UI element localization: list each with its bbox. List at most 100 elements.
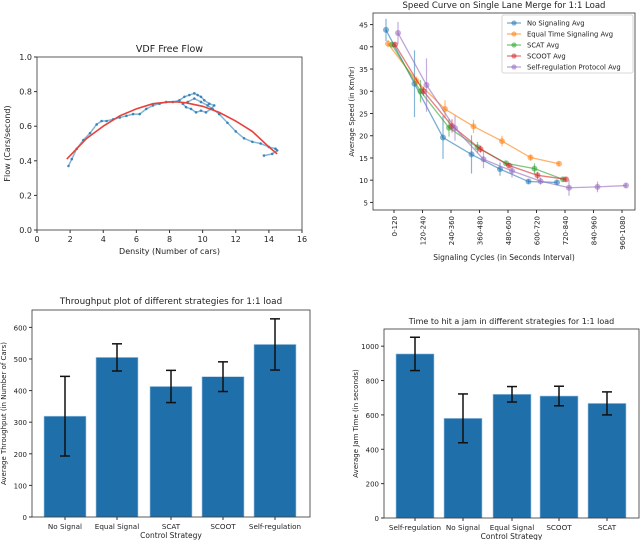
x-tick-label: 10 (198, 235, 208, 244)
scatter-point (206, 104, 209, 107)
scatter-point (259, 142, 262, 145)
scatter-point (193, 97, 196, 100)
legend-swatch-marker (511, 53, 517, 59)
y-tick-label: 400 (366, 446, 379, 454)
legend-label: Equal Time Signaling Avg (527, 31, 613, 39)
scatter-point (131, 112, 135, 116)
scatter-point (105, 119, 108, 123)
scatter-point (242, 137, 246, 140)
legend-swatch-marker (511, 64, 517, 70)
x-tick-label: 16 (297, 235, 307, 244)
bar (95, 357, 139, 518)
y-tick-label: 0 (375, 515, 379, 523)
chart-title: VDF Free Flow (136, 44, 203, 55)
x-tick-label: 720-840 (562, 216, 570, 245)
x-tick-label: 0-120 (391, 216, 399, 236)
scatter-point (145, 107, 148, 111)
data-point (506, 162, 512, 169)
scatter-point (199, 109, 203, 112)
legend-swatch-marker (511, 42, 517, 48)
x-tick-label: 840-960 (591, 216, 599, 245)
legend-swatch-marker (511, 31, 517, 37)
x-tick-label: 0 (34, 235, 39, 244)
legend: No Signaling Avg Equal Time Signaling Avg… (501, 14, 634, 74)
x-tick-label: 14 (264, 235, 274, 244)
x-tick-label: 2 (68, 235, 73, 244)
data-point (531, 165, 538, 172)
bar (149, 386, 193, 518)
y-axis-label: Average Throughput (in Number of Cars) (0, 342, 8, 485)
jam-time-chart: Self-regulation No Signal Equal Signal SCOO… (352, 317, 640, 540)
series-4 (395, 21, 629, 196)
legend-swatch-marker (511, 20, 517, 26)
data-point (537, 178, 544, 185)
bar (492, 393, 532, 519)
scatter-point (199, 95, 203, 99)
y-tick-label: 1000 (361, 343, 379, 351)
scatter-point (234, 130, 238, 133)
y-tick-label: 800 (366, 378, 379, 386)
bar (587, 403, 627, 519)
chart-title: Throughput plot of different strategies … (59, 297, 282, 307)
scatter-point (193, 92, 196, 95)
y-tick-label: 15 (359, 155, 368, 163)
y-tick-label: 600 (366, 412, 379, 420)
data-point (383, 26, 389, 33)
scatter-point (151, 104, 155, 107)
y-tick-label: 600 (14, 324, 27, 332)
x-tick-label: Self-regulation (389, 523, 441, 532)
scatter-point (184, 105, 188, 109)
scatter-point (251, 140, 254, 144)
chart-title: Speed Curve on Single Lane Merge for 1:1… (403, 1, 606, 11)
speed-chart: Speed Curve on Single Lane Merge for 1:1… (348, 1, 636, 262)
data-point (395, 30, 401, 37)
data-point (423, 82, 430, 89)
y-tick-label: 1.0 (19, 53, 32, 62)
y-axis-label: Flow (Cars/second) (3, 105, 12, 181)
x-tick-label: 4 (101, 235, 106, 244)
x-axis-label: Control Strategy (140, 531, 202, 540)
bar (395, 353, 435, 519)
scatter-point (199, 100, 203, 104)
x-tick-label: 480-600 (505, 216, 513, 245)
y-tick-label: 0.2 (19, 191, 32, 200)
x-tick-label: No Signal (446, 523, 480, 532)
y-tick-label: 30 (359, 88, 368, 96)
x-tick-label: Equal Signal (95, 522, 139, 531)
axes-frame (31, 309, 311, 518)
y-tick-label: 10 (359, 177, 368, 185)
data-point (392, 41, 398, 48)
x-tick-label: No Signal (48, 522, 82, 531)
x-tick-label: 120-240 (420, 216, 428, 245)
legend-box (501, 14, 634, 74)
x-axis-label: Density (Number of cars) (119, 247, 220, 256)
data-point (525, 178, 532, 185)
data-point (554, 179, 560, 186)
scatter-point (70, 157, 74, 161)
x-tick-label: 960-1080 (619, 216, 627, 250)
chart-title: Time to hit a jam in different strategie… (408, 317, 614, 326)
legend-label: SCOOT Avg (527, 53, 566, 61)
x-axis-label: Signaling Cycles (in Seconds Interval) (433, 253, 575, 262)
data-point (527, 154, 534, 161)
scatter-point (207, 102, 211, 106)
scatter-point (67, 164, 70, 168)
y-tick-label: 200 (366, 481, 379, 489)
data-point (440, 134, 446, 141)
x-tick-label: SCOOT (210, 522, 236, 531)
y-tick-label: 200 (14, 451, 27, 459)
scatter-point (262, 154, 266, 157)
x-tick-label: Equal Signal (490, 523, 534, 532)
y-tick-label: 100 (14, 482, 27, 490)
legend-label: SCAT Avg (527, 42, 559, 50)
scatter-point (183, 95, 186, 99)
scatter-point (95, 123, 98, 126)
x-tick-label: 6 (134, 235, 139, 244)
y-axis-label: Average Speed (in Km/hr) (348, 66, 356, 157)
scatter-point (88, 131, 92, 135)
y-tick-label: 35 (359, 66, 368, 74)
data-point (499, 138, 505, 145)
data-point (509, 167, 515, 174)
data-point (534, 172, 541, 179)
data-point (556, 160, 562, 167)
